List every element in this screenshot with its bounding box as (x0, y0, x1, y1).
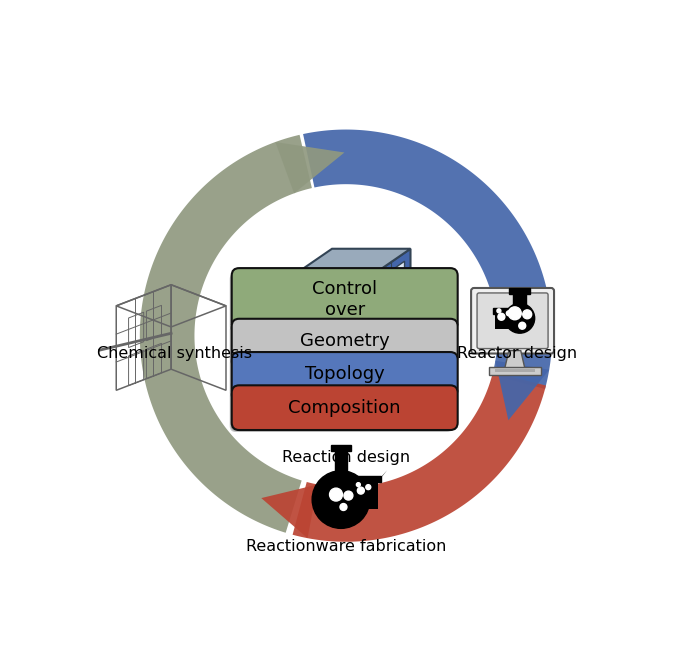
Polygon shape (377, 261, 404, 335)
Circle shape (356, 482, 360, 486)
Polygon shape (261, 484, 318, 538)
Text: Control
over: Control over (312, 280, 377, 319)
Polygon shape (303, 130, 552, 389)
FancyBboxPatch shape (232, 271, 455, 330)
Bar (302, 319, 359, 323)
Polygon shape (378, 470, 387, 480)
Polygon shape (325, 313, 339, 321)
Polygon shape (275, 142, 344, 194)
Text: Reactor design: Reactor design (457, 346, 577, 361)
FancyBboxPatch shape (477, 293, 548, 348)
Bar (302, 333, 359, 337)
Bar (302, 315, 359, 318)
FancyBboxPatch shape (231, 390, 454, 431)
Bar (302, 329, 359, 332)
Circle shape (508, 307, 521, 320)
FancyBboxPatch shape (232, 352, 458, 397)
Circle shape (505, 303, 535, 333)
Polygon shape (292, 276, 371, 366)
Bar (346, 476, 381, 482)
Text: Topology: Topology (305, 366, 385, 383)
Polygon shape (505, 351, 524, 368)
FancyBboxPatch shape (231, 272, 454, 331)
FancyBboxPatch shape (230, 390, 453, 432)
Text: Reactionware fabrication: Reactionware fabrication (246, 539, 446, 554)
Bar (302, 347, 359, 351)
Bar (302, 342, 359, 346)
FancyBboxPatch shape (232, 319, 458, 364)
Text: Composition: Composition (288, 399, 401, 417)
Polygon shape (292, 249, 410, 276)
Circle shape (498, 313, 505, 321)
Circle shape (340, 504, 347, 510)
Polygon shape (495, 312, 512, 329)
Circle shape (522, 310, 532, 319)
Polygon shape (140, 135, 312, 533)
FancyBboxPatch shape (232, 322, 455, 364)
Bar (489, 368, 541, 375)
Circle shape (497, 309, 501, 313)
FancyBboxPatch shape (230, 357, 453, 399)
Bar (510, 288, 530, 294)
Bar (493, 308, 515, 314)
Circle shape (344, 491, 353, 500)
Bar (495, 369, 535, 372)
Circle shape (366, 484, 371, 490)
FancyBboxPatch shape (232, 388, 455, 430)
Text: Chemical synthesis: Chemical synthesis (97, 346, 252, 361)
FancyBboxPatch shape (230, 273, 453, 332)
Bar (513, 294, 526, 306)
Polygon shape (348, 480, 378, 509)
FancyBboxPatch shape (231, 356, 454, 398)
Polygon shape (299, 284, 364, 358)
FancyBboxPatch shape (297, 350, 338, 366)
FancyBboxPatch shape (232, 385, 458, 430)
Bar (302, 338, 359, 341)
Circle shape (519, 322, 526, 329)
Circle shape (357, 487, 365, 494)
Polygon shape (292, 372, 546, 542)
Circle shape (329, 488, 342, 501)
Text: Reaction design: Reaction design (282, 450, 410, 465)
FancyBboxPatch shape (232, 268, 458, 330)
Circle shape (312, 471, 370, 528)
FancyBboxPatch shape (230, 324, 453, 366)
Polygon shape (512, 303, 521, 312)
Bar (335, 451, 348, 473)
FancyBboxPatch shape (471, 288, 554, 353)
Polygon shape (371, 249, 410, 366)
Bar (302, 324, 359, 328)
FancyBboxPatch shape (231, 322, 454, 364)
FancyBboxPatch shape (232, 355, 455, 397)
Text: Geometry: Geometry (300, 332, 389, 350)
Circle shape (506, 311, 512, 316)
Polygon shape (495, 361, 549, 421)
Bar (331, 446, 352, 451)
Text: 3DP: 3DP (304, 352, 331, 365)
